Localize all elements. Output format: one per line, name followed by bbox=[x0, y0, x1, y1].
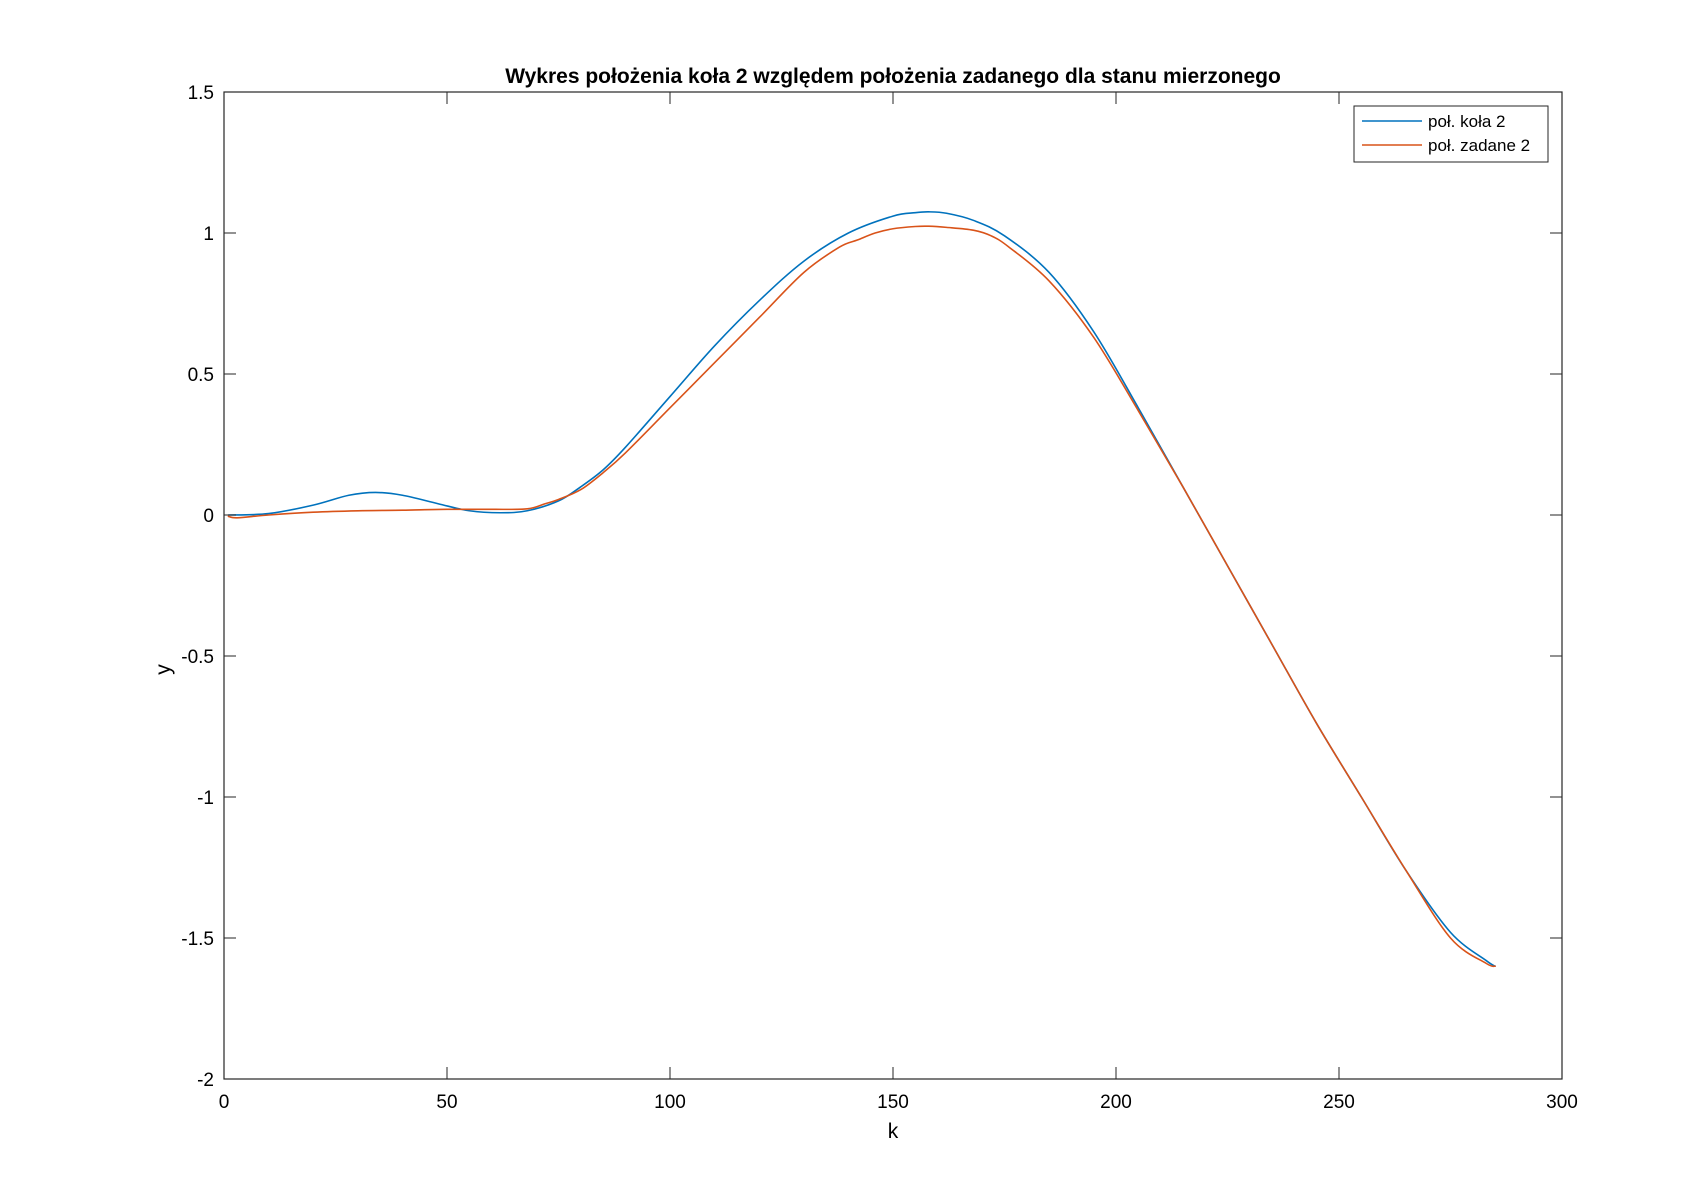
x-tick-label: 150 bbox=[877, 1092, 909, 1113]
x-tick-label: 300 bbox=[1546, 1092, 1578, 1113]
y-tick-label: 1 bbox=[203, 224, 214, 245]
legend-box bbox=[1353, 105, 1549, 163]
y-tick-label: -1 bbox=[197, 788, 214, 809]
x-tick-label: 100 bbox=[654, 1092, 686, 1113]
y-tick-label: -1.5 bbox=[181, 929, 214, 950]
y-tick-label: 0 bbox=[203, 506, 214, 527]
legend-label-series-2: poł. zadane 2 bbox=[1428, 136, 1530, 155]
y-tick-label: 0.5 bbox=[188, 365, 214, 386]
y-axis-label: y bbox=[152, 664, 175, 675]
x-tick-label: 50 bbox=[436, 1092, 457, 1113]
axis-ticks: 0 50 100 150 200 250 300 -2 -1.5 -1 -0.5 0 0.5 1 1.5 bbox=[181, 83, 1578, 1113]
y-tick-label: -0.5 bbox=[181, 647, 214, 668]
series-lines bbox=[227, 211, 1496, 968]
chart-title: Wykres położenia koła 2 względem położen… bbox=[505, 65, 1281, 88]
legend-label-series-1: poł. koła 2 bbox=[1428, 112, 1506, 131]
x-axis-label: k bbox=[888, 1120, 899, 1143]
y-tick-label: 1.5 bbox=[188, 83, 214, 104]
y-tick-label: -2 bbox=[197, 1070, 214, 1091]
x-tick-label: 0 bbox=[219, 1092, 230, 1113]
legend: poł. koła 2 poł. zadane 2 bbox=[1353, 105, 1549, 163]
x-tick-label: 200 bbox=[1100, 1092, 1132, 1113]
x-tick-label: 250 bbox=[1323, 1092, 1355, 1113]
series-line-2 bbox=[227, 225, 1496, 968]
